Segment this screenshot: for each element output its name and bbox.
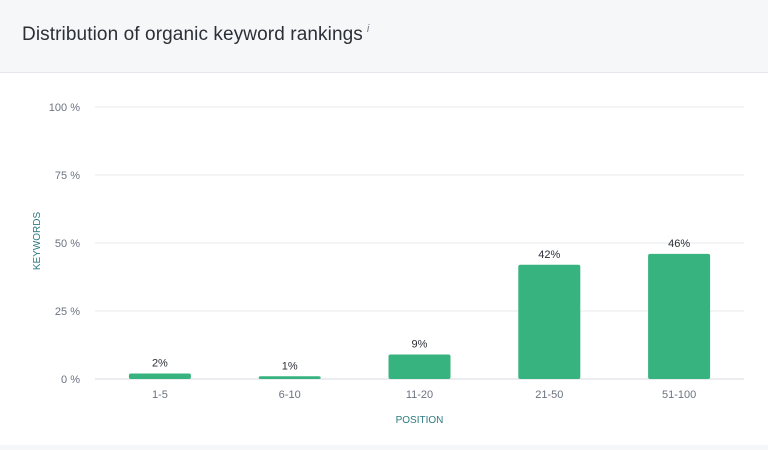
x-tick-label: 51-100 xyxy=(662,389,696,401)
data-label: 42% xyxy=(538,249,560,261)
y-tick-label: 100 % xyxy=(49,102,80,114)
data-label: 1% xyxy=(282,360,298,372)
x-axis-label: POSITION xyxy=(396,415,444,426)
data-label: 46% xyxy=(668,238,690,250)
bar[interactable] xyxy=(128,373,191,379)
y-tick-label: 50 % xyxy=(55,238,80,250)
y-tick-label: 0 % xyxy=(61,374,80,386)
bar[interactable] xyxy=(258,376,321,379)
chart-title: Distribution of organic keyword rankings… xyxy=(22,23,370,46)
data-label: 9% xyxy=(412,339,428,351)
x-tick-label: 6-10 xyxy=(279,389,301,401)
bar-chart: 0 % 25 % 50 % 75 % 100 % KEYWORDS 2% 1-5 1% 6-10 9… xyxy=(32,102,744,426)
chart-title-text: Distribution of organic keyword rankings xyxy=(22,24,363,45)
plot-area: 0 % 25 % 50 % 75 % 100 % KEYWORDS 2% 1-5 1% 6-10 9… xyxy=(0,73,768,445)
data-label: 2% xyxy=(152,358,168,370)
y-axis-label: KEYWORDS xyxy=(32,212,43,271)
x-tick-label: 1-5 xyxy=(152,389,168,401)
card-header: Distribution of organic keyword rankings… xyxy=(0,0,768,73)
y-tick-label: 75 % xyxy=(55,170,80,182)
x-tick-label: 11-20 xyxy=(406,389,433,401)
bar[interactable] xyxy=(518,264,581,379)
info-icon[interactable]: i xyxy=(366,23,370,35)
y-tick-label: 25 % xyxy=(55,306,80,318)
x-tick-label: 21-50 xyxy=(535,389,563,401)
bar[interactable] xyxy=(648,253,711,379)
bar[interactable] xyxy=(388,354,451,379)
